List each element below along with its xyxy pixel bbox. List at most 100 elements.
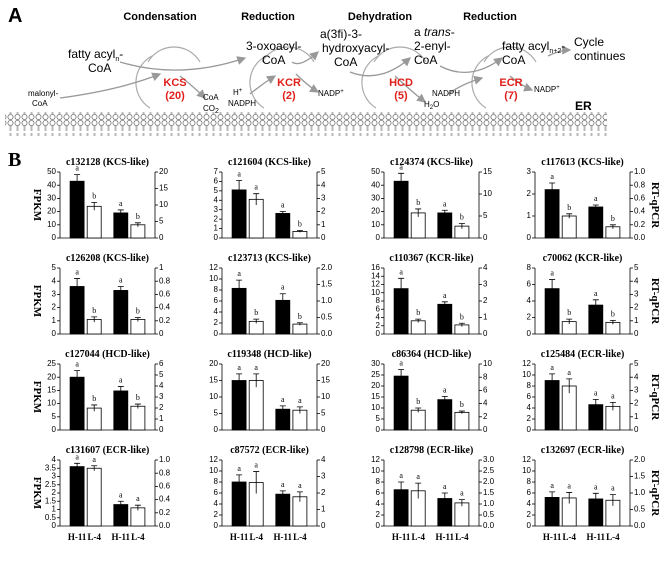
y-tick-label: 15 xyxy=(371,392,380,401)
significance-letter: b xyxy=(92,191,96,200)
y2-tick-label: 1.0 xyxy=(634,167,646,176)
y2-tick-label: 2.0 xyxy=(634,455,646,464)
cofactor: CoA xyxy=(203,93,219,102)
y-tick-label: 12 xyxy=(371,280,380,289)
y-tick-label: 4 xyxy=(214,307,219,316)
x-tick-label: H-11 xyxy=(436,532,455,542)
y-tick-label: 40 xyxy=(371,180,380,189)
y-tick-label: 3 xyxy=(52,290,57,299)
y-tick-label: 0.5 xyxy=(45,513,57,522)
enzyme-name: ECR xyxy=(499,77,522,89)
y2-tick-label: 0.0 xyxy=(321,329,333,338)
y-tick-label: 4 xyxy=(527,296,532,305)
y-tick-label: 10 xyxy=(522,466,531,475)
y2-tick-label: 0.5 xyxy=(634,505,646,514)
error-bar xyxy=(549,279,556,298)
enzyme-shapes xyxy=(135,46,537,109)
intermediate: CoA xyxy=(262,53,285,67)
significance-letter: b xyxy=(416,198,420,207)
chart-title: c123713 (KCS-like) xyxy=(228,253,311,264)
error-bar xyxy=(91,201,98,211)
significance-letter: a xyxy=(254,363,258,372)
chart-title: c132128 (KCS-like) xyxy=(66,157,149,168)
y-tick-label: 6 xyxy=(376,488,381,497)
error-bar xyxy=(134,222,141,227)
error-bar xyxy=(134,403,141,409)
y2-tick-label: 20 xyxy=(321,359,330,368)
y-tick-label: 4 xyxy=(214,195,219,204)
chart-title: c127044 (HCD-like) xyxy=(65,349,150,360)
substrate: fatty acyln- xyxy=(68,47,123,63)
cofactor: CoA xyxy=(32,99,48,108)
arrows xyxy=(59,45,572,103)
significance-letter: b xyxy=(567,308,571,317)
bar xyxy=(113,290,129,335)
y2-tick-label: 3 xyxy=(159,392,164,401)
chart-title: c70062 (KCR-like) xyxy=(543,253,623,264)
significance-letter: b xyxy=(460,400,464,409)
y-tick-label: 2 xyxy=(214,318,219,327)
significance-letter: b xyxy=(460,212,464,221)
y2-tick-label: 0.0 xyxy=(634,233,646,242)
y-tick-label: 6 xyxy=(527,280,532,289)
y-tick-label: 5 xyxy=(214,409,219,418)
y-tick-label: 6 xyxy=(214,296,219,305)
step-label: Condensation xyxy=(123,11,197,23)
y-tick-label: 10 xyxy=(47,220,56,229)
error-bar xyxy=(592,204,599,209)
error-bar xyxy=(441,209,448,216)
error-bar xyxy=(415,318,422,323)
error-bar xyxy=(609,320,616,325)
significance-letter: b xyxy=(611,214,615,223)
y-tick-label: 10 xyxy=(209,466,218,475)
error-bar xyxy=(134,504,141,511)
x-tick-label: L-4 xyxy=(131,532,145,542)
error-bar xyxy=(74,370,81,384)
bar xyxy=(275,493,291,527)
y-tick-label: 15 xyxy=(47,386,56,395)
error-bar xyxy=(415,407,422,413)
y-tick-label: 2 xyxy=(527,510,532,519)
y2-tick-label: 0.2 xyxy=(159,508,171,517)
significance-letter: a xyxy=(567,481,571,490)
y2-tick-label: 0.6 xyxy=(159,482,171,491)
y2-tick-label: 0 xyxy=(321,233,326,242)
intermediate: hydroxyacyl- xyxy=(322,41,389,55)
y-tick-label: 14 xyxy=(371,271,380,280)
y-tick-label: 4 xyxy=(52,455,57,464)
y2-tick-label: 5 xyxy=(321,409,326,418)
significance-letter: a xyxy=(460,489,464,498)
error-bar xyxy=(296,230,303,233)
y2-tick-label: 1.0 xyxy=(321,296,333,305)
chart-title: c87572 (ECR-like) xyxy=(230,445,309,456)
y2-tick-label: 3 xyxy=(321,194,326,203)
y2-tick-label: 0.6 xyxy=(159,290,171,299)
significance-letter: a xyxy=(75,452,79,461)
bar xyxy=(113,390,129,431)
y2-tick-label: 2.0 xyxy=(483,477,495,486)
error-bar xyxy=(609,494,616,506)
y-tick-label: 2 xyxy=(214,214,219,223)
significance-letter: a xyxy=(254,183,258,192)
substrate: CoA xyxy=(88,61,111,75)
y-tick-label: 0 xyxy=(376,329,381,338)
y2-tick-label: 4 xyxy=(483,399,488,408)
subscript: n xyxy=(115,56,119,63)
y-tick-label: 8 xyxy=(527,263,532,272)
x-tick-label: H-11 xyxy=(543,532,562,542)
y2-tick-label: 0 xyxy=(159,425,164,434)
error-bar xyxy=(566,213,573,219)
y-tick-label: 15 xyxy=(209,376,218,385)
y-axis-label: FPKM xyxy=(31,189,43,222)
bar xyxy=(544,380,560,431)
error-bar xyxy=(117,286,124,295)
cofactor: NADP+ xyxy=(534,85,560,94)
y2-tick-label: 0.0 xyxy=(634,521,646,530)
y2-tick-label: 0 xyxy=(483,233,488,242)
error-bar xyxy=(236,373,243,388)
significance-letter: a xyxy=(611,484,615,493)
error-bar xyxy=(253,193,260,205)
y2-tick-label: 5 xyxy=(159,217,164,226)
y-tick-label: 1.5 xyxy=(45,496,57,505)
y-tick-label: 12 xyxy=(209,455,218,464)
